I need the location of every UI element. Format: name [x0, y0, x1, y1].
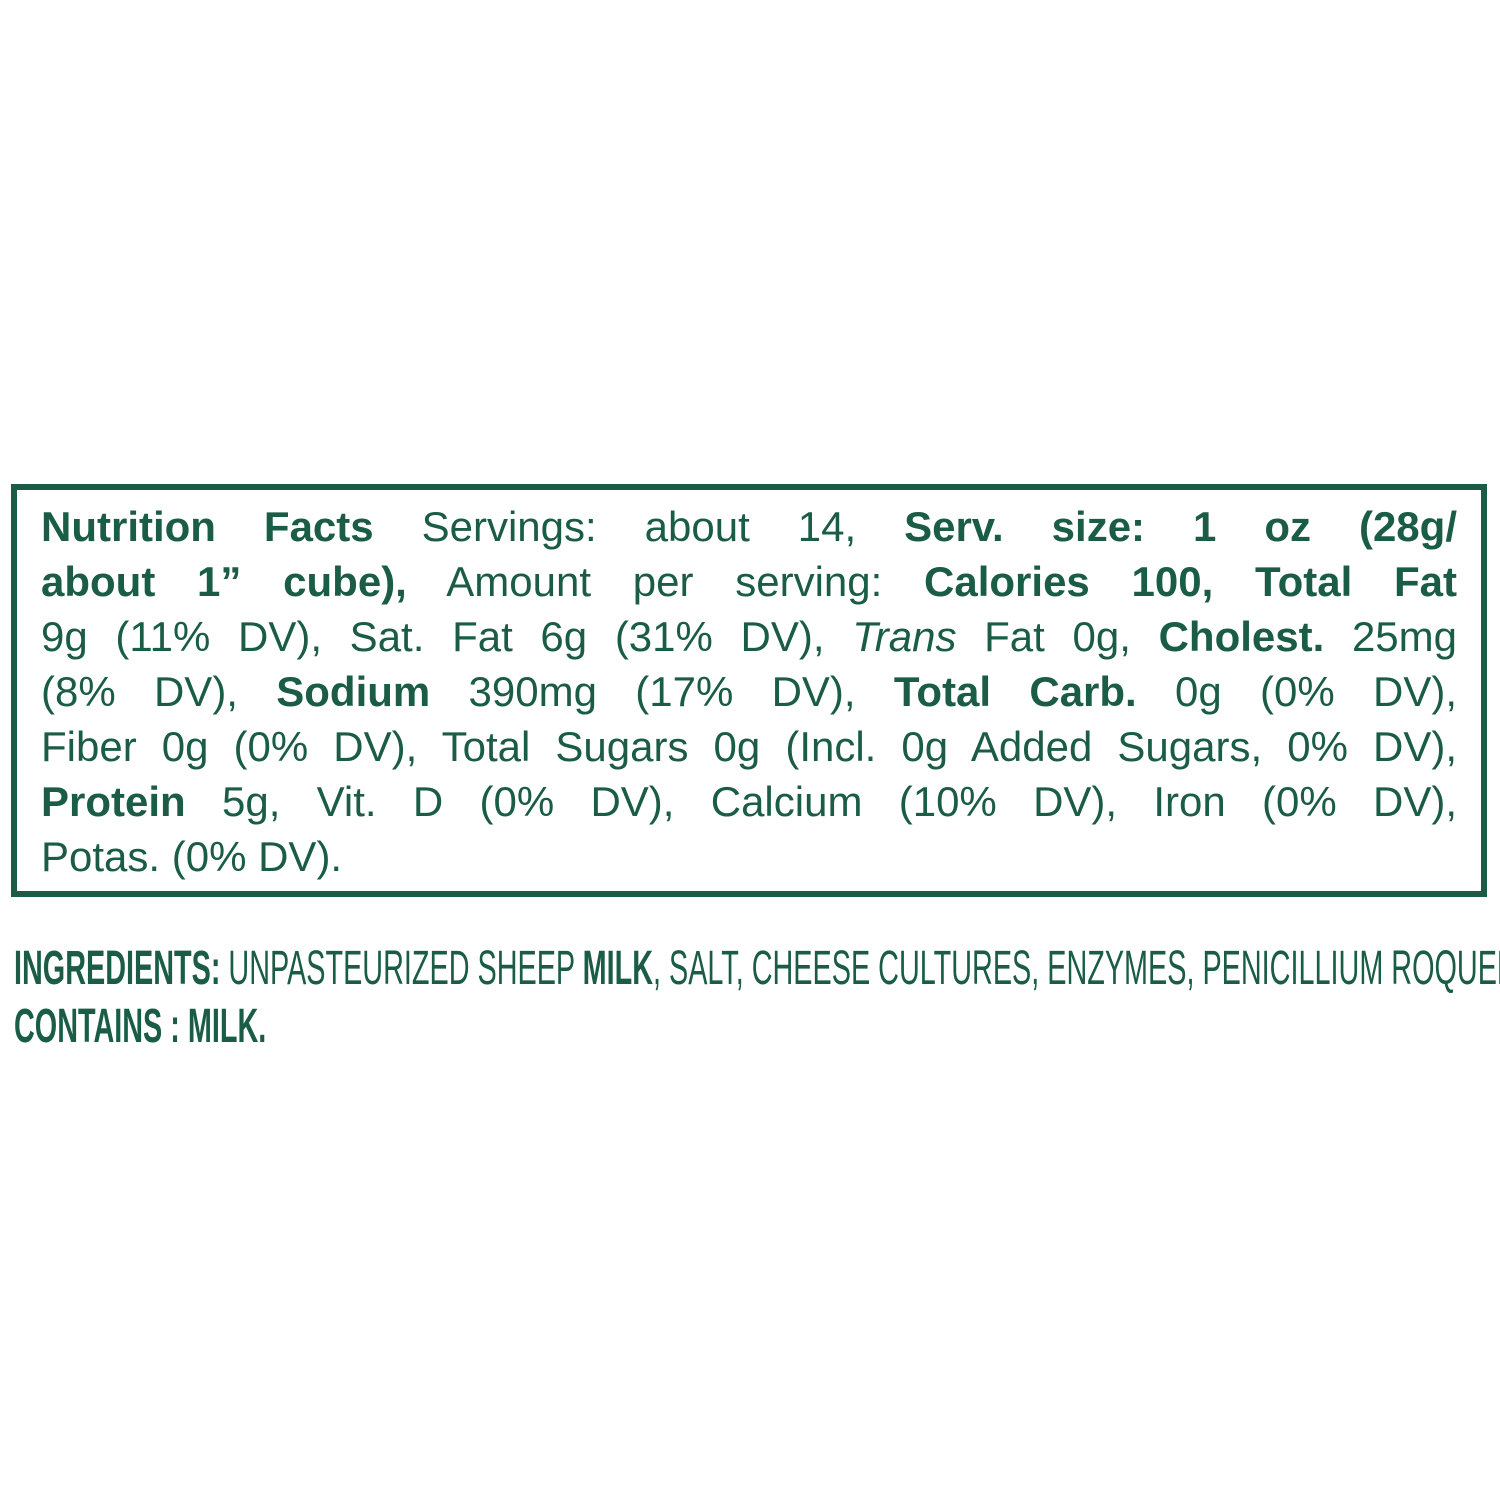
text-segment: Fat 0g,: [956, 613, 1159, 660]
text-segment: , SALT, CHEESE CULTURES, ENZYMES, PENICI…: [653, 942, 1500, 995]
text-segment: Amount per serving:: [406, 558, 925, 605]
text-segment: MILK: [582, 942, 654, 995]
text-segment: Nutrition Facts: [41, 503, 374, 550]
text-segment: Sodium: [276, 668, 431, 715]
text-segment: INGREDIENTS:: [14, 942, 221, 995]
ingredients-section: INGREDIENTS: UNPASTEURIZED SHEEP MILK, S…: [14, 940, 1500, 1056]
nutrition-facts-box: Nutrition Facts Servings: about 14, Serv…: [11, 484, 1487, 897]
text-segment: Servings: about 14,: [373, 503, 905, 550]
nutrition-facts-line: about 1” cube), Amount per serving: Calo…: [41, 554, 1457, 609]
text-segment: 0g (0% DV),: [1136, 668, 1457, 715]
text-segment: 9g (11% DV), Sat. Fat 6g (31% DV),: [41, 613, 853, 660]
nutrition-facts-line: 9g (11% DV), Sat. Fat 6g (31% DV), Trans…: [41, 609, 1457, 664]
text-segment: CONTAINS : MILK.: [14, 1000, 267, 1053]
text-segment: Cholest.: [1158, 613, 1325, 660]
text-segment: about 1” cube),: [41, 558, 407, 605]
text-segment: Serv. size: 1 oz (28g/: [904, 503, 1457, 550]
text-segment: 25mg: [1324, 613, 1458, 660]
nutrition-facts-line: (8% DV), Sodium 390mg (17% DV), Total Ca…: [41, 664, 1457, 719]
text-segment: Potas. (0% DV).: [41, 833, 343, 880]
text-segment: Trans: [852, 613, 957, 660]
text-segment: (8% DV),: [41, 668, 277, 715]
ingredients-line: INGREDIENTS: UNPASTEURIZED SHEEP MILK, S…: [14, 940, 1500, 998]
nutrition-facts-line: Nutrition Facts Servings: about 14, Serv…: [41, 499, 1457, 554]
nutrition-facts-line: Protein 5g, Vit. D (0% DV), Calcium (10%…: [41, 774, 1457, 829]
text-segment: 5g, Vit. D (0% DV), Calcium (10% DV), Ir…: [185, 778, 1457, 825]
nutrition-facts-line: Fiber 0g (0% DV), Total Sugars 0g (Incl.…: [41, 719, 1457, 774]
nutrition-facts-line: Potas. (0% DV).: [41, 829, 1457, 884]
text-segment: Calories 100, Total Fat: [924, 558, 1457, 605]
text-segment: Protein: [41, 778, 186, 825]
text-segment: Fiber 0g (0% DV), Total Sugars 0g (Incl.…: [41, 723, 1457, 770]
text-segment: 390mg (17% DV),: [430, 668, 894, 715]
text-segment: UNPASTEURIZED SHEEP: [220, 942, 583, 995]
text-segment: Total Carb.: [893, 668, 1137, 715]
contains-line: CONTAINS : MILK.: [14, 998, 1488, 1056]
